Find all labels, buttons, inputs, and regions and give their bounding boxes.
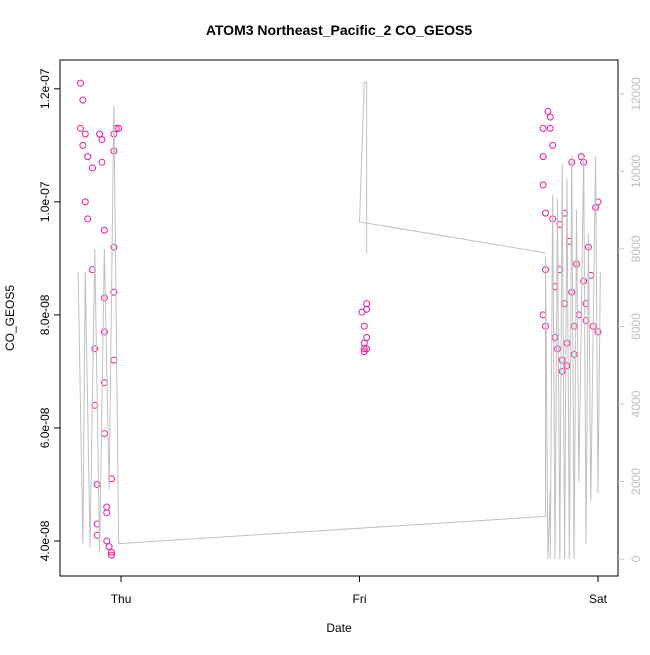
y2-tick-label: 6000 xyxy=(629,313,643,340)
data-point xyxy=(84,153,92,161)
x-tick-label: Thu xyxy=(111,592,132,606)
data-point xyxy=(103,509,111,517)
data-point xyxy=(110,288,118,296)
data-point xyxy=(539,124,547,132)
data-point xyxy=(98,158,106,166)
y-tick-label: 6.0e-08 xyxy=(38,407,52,448)
data-point xyxy=(549,141,557,149)
y2-tick-label: 0 xyxy=(629,555,643,562)
data-point xyxy=(558,356,566,364)
data-point xyxy=(360,345,368,353)
data-point xyxy=(542,209,550,217)
data-point xyxy=(91,345,99,353)
data-point xyxy=(108,548,116,556)
y-tick-label: 1.0e-07 xyxy=(38,181,52,222)
data-point xyxy=(79,141,87,149)
data-point xyxy=(115,124,123,132)
data-point xyxy=(91,401,99,409)
y2-tick-label: 8000 xyxy=(629,235,643,262)
data-point xyxy=(105,543,113,551)
data-point xyxy=(84,215,92,223)
data-point xyxy=(563,339,571,347)
data-point xyxy=(77,124,85,132)
data-point xyxy=(98,136,106,144)
data-point xyxy=(563,362,571,370)
y-axis-label: CO_GEOS5 xyxy=(3,285,17,351)
data-point xyxy=(539,181,547,189)
y-tick-label: 4.0e-08 xyxy=(38,520,52,561)
y2-tick-label: 4000 xyxy=(629,390,643,417)
data-point xyxy=(100,328,108,336)
x-axis-label: Date xyxy=(326,621,352,635)
data-point xyxy=(363,333,371,341)
y-tick-label: 8.0e-08 xyxy=(38,294,52,335)
x-tick-label: Fri xyxy=(353,592,367,606)
data-point xyxy=(546,113,554,121)
y2-tick-label: 2000 xyxy=(629,468,643,495)
data-point xyxy=(363,300,371,308)
data-point xyxy=(103,537,111,545)
data-point xyxy=(360,322,368,330)
data-point xyxy=(96,130,104,138)
data-point xyxy=(539,153,547,161)
data-point xyxy=(100,226,108,234)
data-point xyxy=(81,130,89,138)
data-point xyxy=(100,294,108,302)
data-point xyxy=(553,345,561,353)
data-point xyxy=(79,96,87,104)
data-point xyxy=(580,277,588,285)
data-point xyxy=(77,79,85,87)
plot-box xyxy=(59,59,619,577)
data-point xyxy=(108,551,116,559)
y2-tick-label: 10000 xyxy=(629,154,643,188)
data-point xyxy=(577,153,585,161)
y-tick-label: 1.2e-07 xyxy=(38,68,52,109)
data-point xyxy=(594,328,602,336)
data-point xyxy=(81,198,89,206)
data-point xyxy=(363,345,371,353)
data-point xyxy=(546,124,554,132)
chart-title: ATOM3 Northeast_Pacific_2 CO_GEOS5 xyxy=(206,22,473,38)
data-point xyxy=(568,288,576,296)
data-point xyxy=(110,243,118,251)
data-point xyxy=(570,350,578,358)
y2-tick-label: 12000 xyxy=(629,77,643,111)
data-point xyxy=(558,367,566,375)
data-point xyxy=(88,164,96,172)
x-tick-label: Sat xyxy=(589,592,608,606)
data-point xyxy=(544,107,552,115)
